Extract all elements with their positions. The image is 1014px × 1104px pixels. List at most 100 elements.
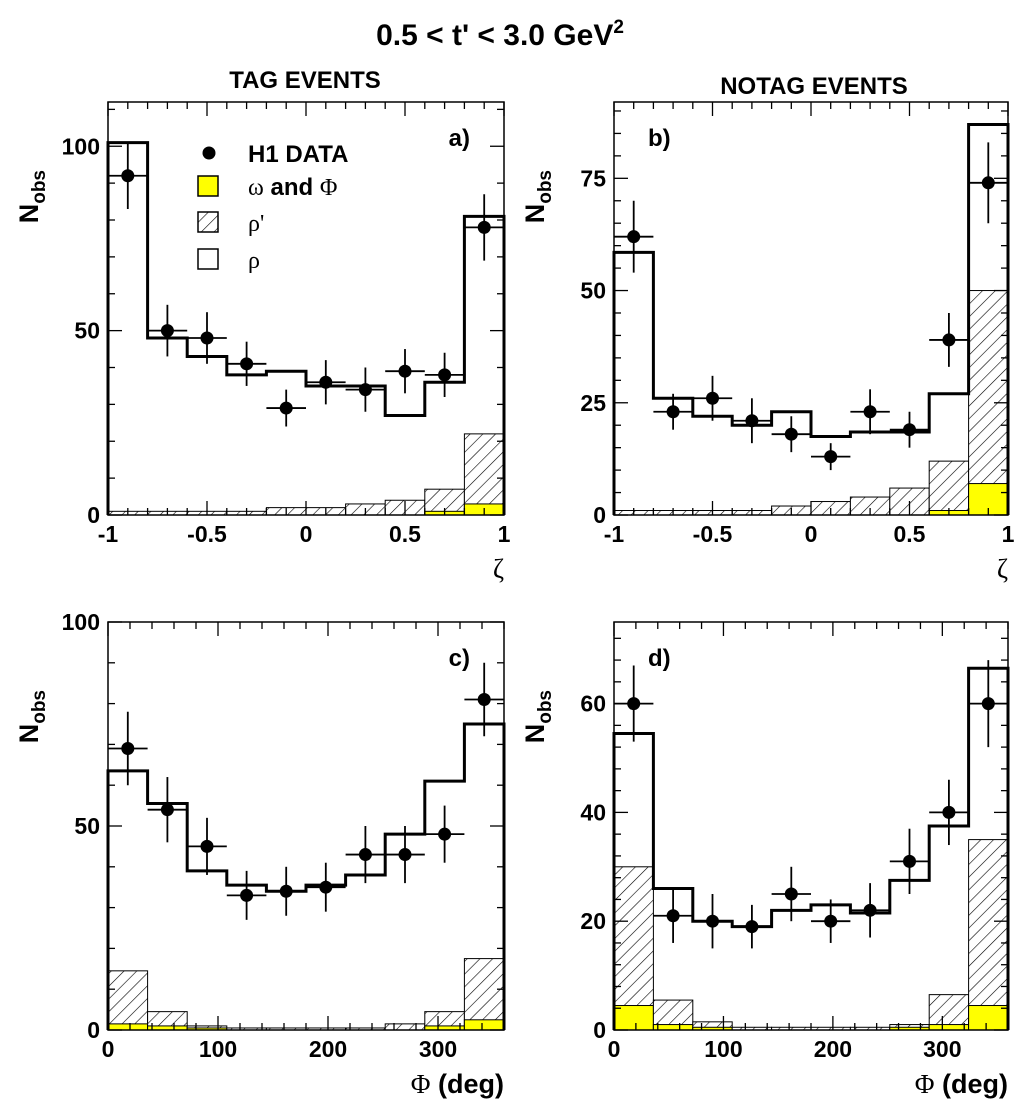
panel-a: 0 50 100 -1 -0.5 0 0.5 1 ζ Nobs a) xyxy=(14,101,511,584)
omega-phi-bar xyxy=(968,1005,1009,1031)
y-tick-label: 0 xyxy=(593,502,606,528)
y-tick-label: 50 xyxy=(74,318,100,344)
y-axis-label-main: N xyxy=(14,204,44,224)
x-tick-label: 200 xyxy=(309,1036,347,1062)
data-point xyxy=(981,176,995,190)
x-tick-label: 300 xyxy=(419,1036,457,1062)
y-axis-label-main: N xyxy=(14,724,44,744)
legend-label-omega-phi: ω and Φ xyxy=(248,174,337,201)
rhoprime-bar xyxy=(613,866,654,1031)
rhoprime-bar xyxy=(928,460,970,516)
x-axis-label-symbol: Φ xyxy=(411,1069,431,1099)
y-axis-label: Nobs xyxy=(14,170,50,223)
data-point xyxy=(627,230,641,244)
x-axis-label: Φ (deg) xyxy=(915,1069,1008,1099)
panel-label: d) xyxy=(648,645,671,672)
data-point xyxy=(200,839,214,853)
data-point xyxy=(319,375,333,389)
mc-total-histogram xyxy=(612,122,1010,515)
data-point xyxy=(240,888,254,902)
data-point xyxy=(358,383,372,397)
x-tick-label: -1 xyxy=(98,521,119,547)
x-tick-label: 200 xyxy=(814,1036,852,1062)
data-point xyxy=(981,697,995,711)
rhoprime-bar xyxy=(463,958,505,1031)
omega-phi-bar xyxy=(463,1019,505,1031)
figure-title: 0.5 < t' < 3.0 GeV2 xyxy=(376,17,624,52)
plot-frame xyxy=(613,101,1009,516)
y-tick-label: 50 xyxy=(74,813,100,839)
panel-d: 0 20 40 60 0 100 200 300 Φ (deg) Nobs d) xyxy=(520,621,1010,1099)
x-tick-label: 100 xyxy=(199,1036,237,1062)
data-point xyxy=(745,414,759,428)
x-axis-label: Φ (deg) xyxy=(411,1069,504,1099)
data-point xyxy=(477,693,491,707)
y-axis-label-sub: obs xyxy=(29,170,50,204)
x-tick-label: 0 xyxy=(805,521,818,547)
x-tick-label: 0 xyxy=(102,1036,115,1062)
legend-label-rho: ρ xyxy=(248,248,260,274)
y-tick-label: 0 xyxy=(87,502,100,528)
data-point xyxy=(824,450,838,464)
column-title-tag: TAG EVENTS xyxy=(229,67,381,94)
y-tick-label: 20 xyxy=(580,908,606,934)
mc-total-histogram xyxy=(106,141,506,515)
data-point xyxy=(903,854,916,868)
x-tick-label: -1 xyxy=(604,521,625,547)
mc-total-histogram xyxy=(106,722,506,1030)
data-point xyxy=(398,848,412,862)
legend-label-data: H1 DATA xyxy=(248,141,348,168)
y-tick-label: 75 xyxy=(580,165,606,191)
mc-total-histogram xyxy=(612,666,1010,1030)
legend-marker-rho xyxy=(197,248,219,270)
legend-marker-omega-phi xyxy=(197,175,219,197)
data-point xyxy=(863,903,877,917)
y-axis-label: Nobs xyxy=(520,690,556,743)
x-tick-label: 0.5 xyxy=(389,521,421,547)
x-axis-label-symbol: ζ xyxy=(493,554,504,584)
figure-title-main: 0.5 < t' < 3.0 GeV xyxy=(376,19,613,52)
y-axis-label-main: N xyxy=(520,724,550,744)
rhoprime-bar xyxy=(968,839,1009,1031)
data-point xyxy=(824,914,838,928)
data-point xyxy=(903,423,916,437)
data-point xyxy=(358,848,372,862)
y-tick-label: 0 xyxy=(87,1017,100,1043)
x-tick-label: 1 xyxy=(498,521,511,547)
x-axis-label-symbol: ζ xyxy=(997,554,1008,584)
x-axis-label-symbol: Φ xyxy=(915,1069,935,1099)
data-point xyxy=(438,827,452,841)
y-tick-label: 100 xyxy=(62,133,100,159)
y-axis-label-sub: obs xyxy=(29,690,50,724)
y-tick-label: 100 xyxy=(62,609,100,635)
data-point xyxy=(319,880,333,894)
x-axis-label-unit: (deg) xyxy=(431,1069,505,1099)
legend-omega-mid: and xyxy=(264,174,320,201)
panel-label: a) xyxy=(449,125,470,152)
data-point xyxy=(784,887,798,901)
omega-phi-bar xyxy=(928,1024,970,1031)
y-axis-label: Nobs xyxy=(14,690,50,743)
x-axis-label: ζ xyxy=(997,554,1008,584)
rhoprime-bar xyxy=(107,970,149,1031)
data-point xyxy=(863,405,877,419)
legend-marker-data xyxy=(202,146,216,160)
data-point xyxy=(666,909,680,923)
legend-marker-rhoprime xyxy=(197,211,219,233)
data-point xyxy=(279,884,293,898)
data-point xyxy=(279,401,293,415)
x-tick-label: 100 xyxy=(704,1036,742,1062)
x-tick-label: 0.5 xyxy=(894,521,926,547)
rhoprime-bar xyxy=(384,1023,426,1031)
x-axis-label-unit: (deg) xyxy=(935,1069,1009,1099)
y-tick-label: 50 xyxy=(580,278,606,304)
data-point xyxy=(121,741,135,755)
legend-omega-symbol: ω xyxy=(248,175,264,201)
x-tick-label: -0.5 xyxy=(187,521,227,547)
y-axis-label: Nobs xyxy=(520,170,556,223)
data-point xyxy=(784,427,798,441)
x-tick-label: -0.5 xyxy=(693,521,733,547)
panel-b: 0 25 50 75 -1 -0.5 0 0.5 1 ζ Nobs b) xyxy=(520,101,1014,584)
panel-label: c) xyxy=(449,645,470,672)
